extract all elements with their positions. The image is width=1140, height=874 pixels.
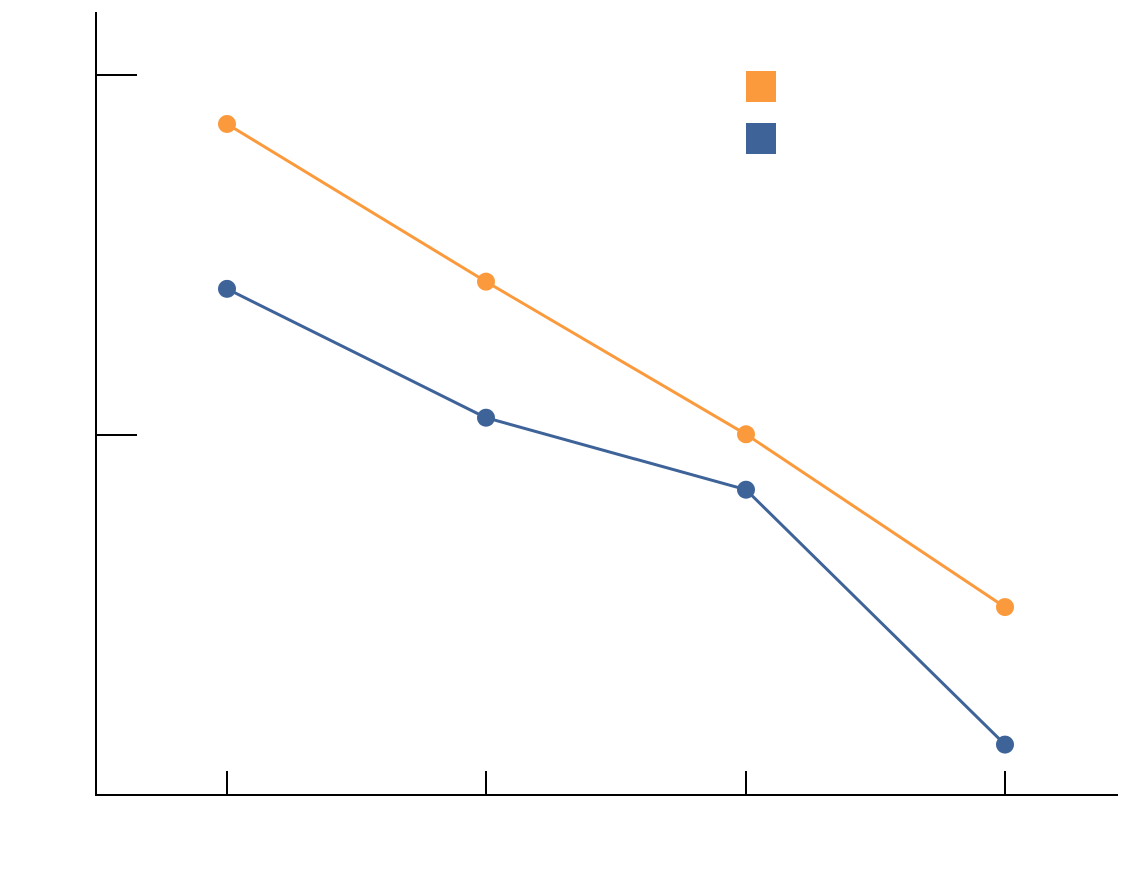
legend-swatch-0 bbox=[746, 71, 776, 102]
y-axis-ticks bbox=[96, 74, 137, 436]
data-point-s1-2 bbox=[737, 480, 755, 499]
legend bbox=[746, 71, 776, 154]
data-point-s1-1 bbox=[477, 408, 495, 427]
x-axis-ticks bbox=[226, 771, 1006, 795]
legend-swatch-1 bbox=[746, 123, 776, 154]
data-point-s0-1 bbox=[477, 272, 495, 291]
series-line-1 bbox=[226, 287, 1007, 746]
series-line-0 bbox=[226, 122, 1006, 609]
data-point-s1-0 bbox=[218, 279, 236, 298]
data-point-s0-3 bbox=[996, 598, 1014, 617]
data-point-s1-3 bbox=[996, 735, 1014, 754]
data-point-s0-2 bbox=[737, 425, 755, 444]
data-point-s0-0 bbox=[218, 114, 236, 133]
series-layer bbox=[218, 114, 1014, 754]
